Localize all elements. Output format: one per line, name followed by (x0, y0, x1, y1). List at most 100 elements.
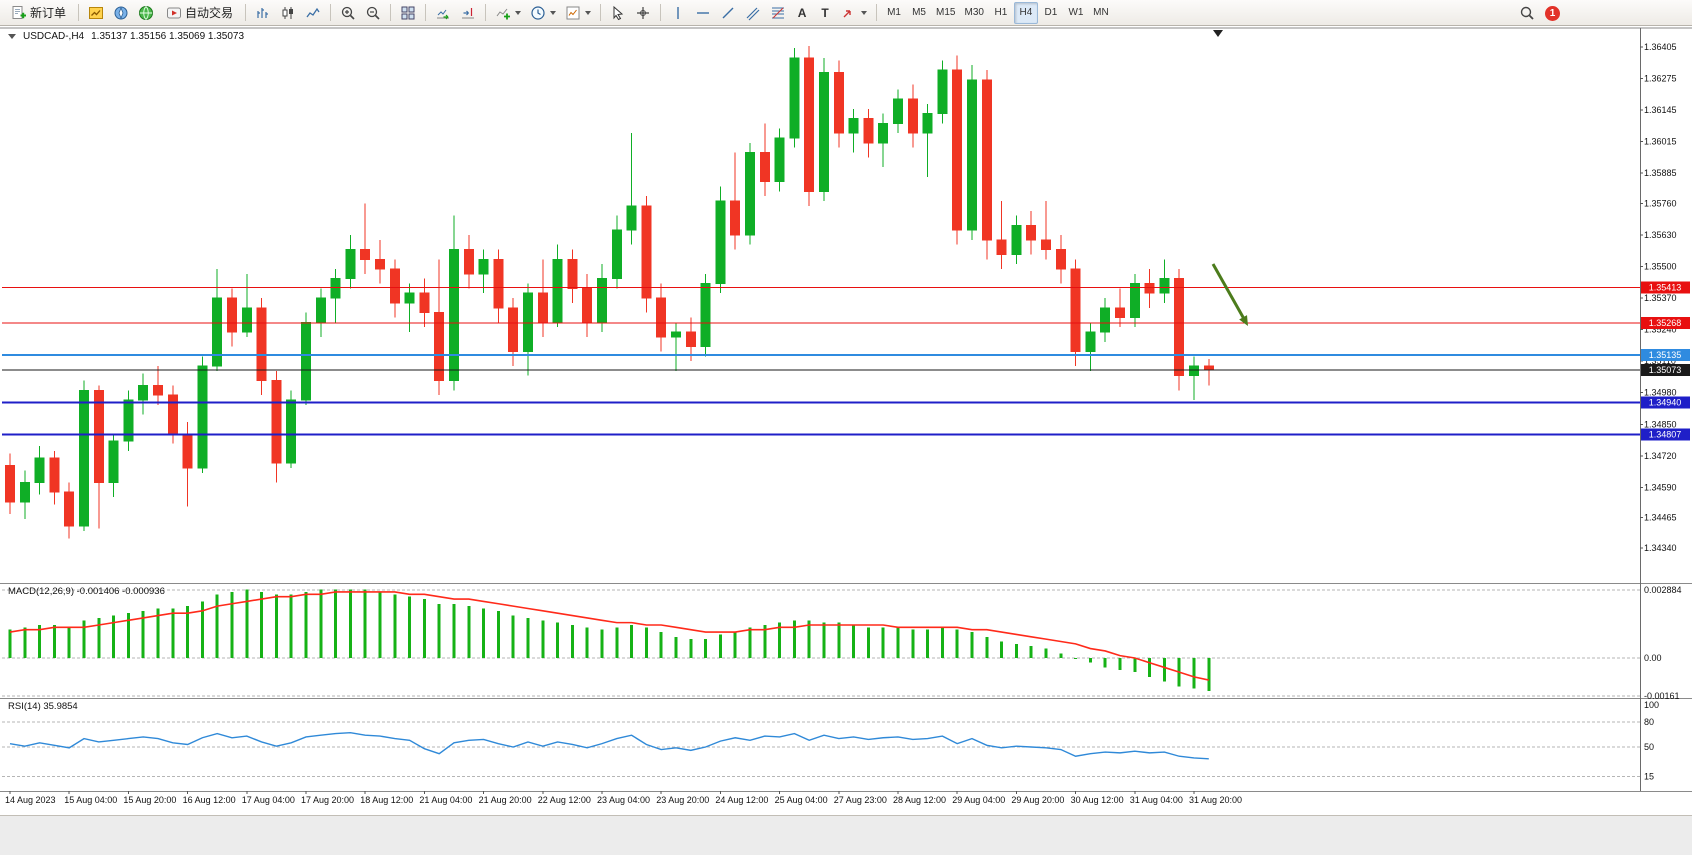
price-tick-label: 1.34720 (1644, 451, 1677, 461)
macd-histogram-bar (955, 629, 959, 658)
tile-windows-button[interactable] (396, 2, 420, 24)
level-lines (2, 287, 1640, 436)
candle-body (833, 71, 844, 134)
candle-body (360, 249, 371, 260)
trendline-button[interactable] (716, 2, 740, 24)
macd-signal-layer (9, 591, 1209, 681)
navigator-button[interactable] (109, 2, 133, 24)
macd-histogram-bar (733, 632, 737, 658)
candlestick-button[interactable] (276, 2, 300, 24)
periods-button[interactable] (526, 2, 560, 24)
candle-body (301, 321, 311, 401)
timeframe-mn[interactable]: MN (1093, 7, 1109, 18)
arrows-tool-button[interactable] (837, 2, 871, 24)
dropdown-caret-icon (585, 10, 592, 15)
candle-body (138, 384, 149, 401)
new-order-button[interactable]: 新订单 (4, 2, 73, 24)
candle-body (597, 278, 607, 323)
timeframe-w1[interactable]: W1 (1068, 7, 1084, 18)
time-label: 21 Aug 04:00 (419, 795, 472, 805)
horizontal-line-icon (695, 5, 711, 21)
macd-signal-line (9, 591, 1209, 681)
vertical-line-icon (670, 5, 686, 21)
tile-windows-icon (400, 5, 416, 21)
macd-histogram-bar (348, 589, 352, 658)
templates-button[interactable] (561, 2, 595, 24)
channel-button[interactable] (741, 2, 765, 24)
candle-body (419, 292, 430, 314)
indicators-button[interactable] (491, 2, 525, 24)
macd-histogram-bar (1118, 658, 1122, 670)
timeframe-h4[interactable]: H4 (1013, 1, 1038, 24)
price-tick-label: 1.35885 (1644, 168, 1677, 178)
macd-histogram-bar (511, 615, 515, 658)
cursor-icon (610, 5, 626, 21)
time-label: 31 Aug 04:00 (1130, 795, 1183, 805)
chart-window[interactable]: 1.36405 1.36275 1.36145 1.36015 1.35885 1.357… (0, 26, 1692, 815)
macd-histogram-bar (570, 624, 574, 658)
bar-chart-button[interactable] (251, 2, 275, 24)
candle-body (922, 113, 933, 134)
cursor-button[interactable] (606, 2, 630, 24)
rsi-line (9, 732, 1209, 760)
time-label: 23 Aug 20:00 (656, 795, 709, 805)
zoom-out-button[interactable] (361, 2, 385, 24)
time-label: 22 Aug 12:00 (538, 795, 591, 805)
autotrading-button[interactable]: 自动交易 (159, 2, 240, 24)
candle-body (1115, 307, 1125, 319)
candle-body (878, 122, 889, 144)
notification-badge[interactable]: 1 (1545, 5, 1560, 21)
zoom-in-button[interactable] (336, 2, 360, 24)
timeframe-m1[interactable]: M1 (887, 7, 901, 18)
time-label: 15 Aug 04:00 (64, 795, 117, 805)
horizontal-line-button[interactable] (691, 2, 715, 24)
candle-body (64, 491, 75, 527)
candle-body (493, 258, 504, 309)
candle-body (1070, 268, 1081, 352)
chart-title: USDCAD-,H4 1.35137 1.35156 1.35069 1.350… (8, 31, 244, 42)
one-click-trading-toggle[interactable] (8, 34, 16, 39)
chart-canvas[interactable]: 1.36405 1.36275 1.36145 1.36015 1.35885 1.357… (0, 26, 1692, 815)
timeframe-h1[interactable]: H1 (994, 7, 1008, 18)
auto-scroll-icon (435, 5, 451, 21)
level-price-tag-text: 1.35073 (1649, 365, 1682, 375)
macd-histogram-bar (52, 624, 56, 658)
candle-body (537, 292, 548, 323)
chart-shift-marker[interactable] (1213, 30, 1223, 37)
candle-body (611, 229, 622, 280)
macd-histogram-bar (304, 591, 308, 658)
macd-histogram-bar (245, 589, 249, 658)
search-button[interactable] (1515, 2, 1539, 24)
terminal-icon (138, 5, 154, 21)
candle-body (108, 440, 119, 483)
candle-body (182, 433, 193, 469)
sell-arrow-annotation[interactable] (1211, 263, 1247, 322)
candle-body (656, 297, 667, 338)
terminal-button[interactable] (134, 2, 158, 24)
time-label: 29 Aug 04:00 (952, 795, 1005, 805)
market-watch-icon (88, 5, 104, 21)
line-chart-button[interactable] (301, 2, 325, 24)
macd-histogram-bar (556, 622, 560, 658)
label-tool-icon: T (821, 5, 829, 20)
level-price-tag (1641, 349, 1690, 362)
timeframe-m15[interactable]: M15 (936, 7, 956, 18)
label-tool-button[interactable]: T (814, 2, 836, 24)
fibonacci-button[interactable] (766, 2, 790, 24)
timeframe-d1[interactable]: D1 (1044, 7, 1058, 18)
macd-histogram-bar (674, 636, 678, 658)
timeframe-m30[interactable]: M30 (964, 7, 984, 18)
macd-histogram-bar (23, 627, 27, 658)
vertical-line-button[interactable] (666, 2, 690, 24)
text-tool-button[interactable]: A (791, 2, 813, 24)
timeframe-m5[interactable]: M5 (912, 7, 926, 18)
macd-histogram-bar (1207, 658, 1211, 692)
rsi-pane: 100 80 50 15 (2, 700, 1659, 781)
market-watch-button[interactable] (84, 2, 108, 24)
macd-histogram-bar (837, 622, 841, 658)
crosshair-button[interactable] (631, 2, 655, 24)
auto-scroll-button[interactable] (431, 2, 455, 24)
candle-body (952, 69, 963, 231)
chart-shift-button[interactable] (456, 2, 480, 24)
candle-body (700, 283, 711, 348)
